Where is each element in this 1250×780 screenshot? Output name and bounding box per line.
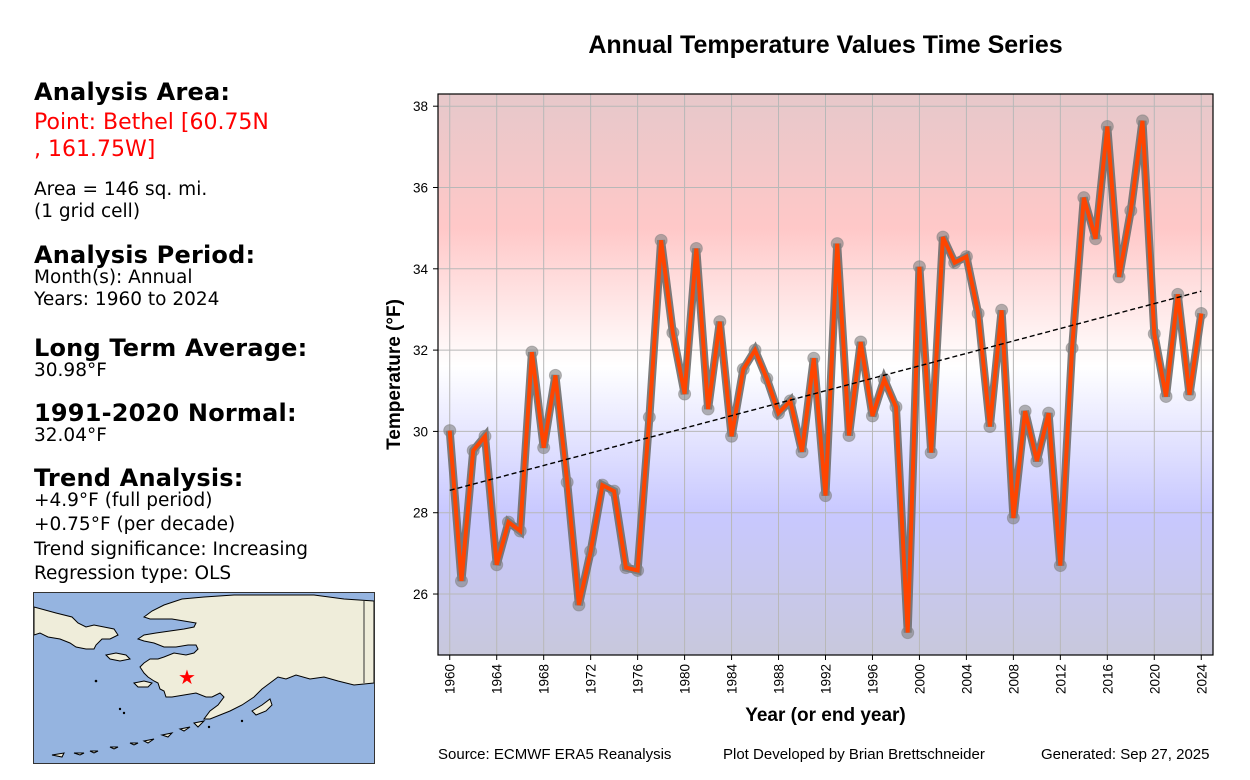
- x-tick-label: 1972: [584, 664, 599, 694]
- regression-type: Regression type: OLS: [34, 563, 232, 584]
- point-location-line1: Point: Bethel [60.75N: [34, 110, 269, 135]
- small-island: [240, 719, 244, 723]
- alaska-mainland: [136, 594, 374, 720]
- point-location-line2: , 161.75W]: [34, 137, 156, 162]
- x-tick-label: 1988: [772, 664, 787, 694]
- siberia-landmass: [34, 606, 119, 650]
- y-tick-label: 34: [413, 262, 429, 277]
- grid-cell-count: (1 grid cell): [34, 201, 141, 222]
- y-tick-label: 32: [413, 343, 428, 358]
- analysis-period-header: Analysis Period:: [34, 241, 256, 269]
- x-tick-label: 1960: [443, 664, 458, 694]
- x-tick-label: 2004: [959, 664, 974, 695]
- normal-value: 32.04°F: [34, 425, 107, 446]
- trend-per-decade: +0.75°F (per decade): [34, 514, 236, 535]
- x-tick-label: 1992: [819, 664, 834, 694]
- y-tick-label: 30: [413, 424, 428, 439]
- small-island: [122, 711, 126, 715]
- x-tick-label: 2000: [912, 664, 927, 694]
- chart-title: Annual Temperature Values Time Series: [588, 31, 1063, 59]
- trend-line: [449, 290, 1202, 492]
- x-tick-label: 1968: [537, 664, 552, 694]
- months-value: Month(s): Annual: [34, 267, 193, 288]
- x-tick-label: 2016: [1100, 664, 1115, 694]
- st-lawrence-island: [104, 652, 132, 662]
- long-term-average-header: Long Term Average:: [34, 334, 308, 362]
- x-tick-label: 2008: [1006, 664, 1021, 694]
- y-tick-label: 26: [413, 587, 428, 602]
- kodiak-island: [251, 698, 273, 716]
- x-axis-label: Year (or end year): [745, 705, 906, 726]
- x-tick-label: 2012: [1053, 664, 1068, 694]
- location-map: ★: [33, 592, 375, 764]
- x-tick-label: 1984: [725, 664, 740, 695]
- x-tick-label: 1964: [490, 664, 505, 695]
- long-term-average-value: 30.98°F: [34, 360, 107, 381]
- trend-full-period: +4.9°F (full period): [34, 490, 213, 511]
- annual-temperature-line: [447, 120, 1204, 633]
- generated-date: Generated: Sep 27, 2025: [1041, 746, 1210, 763]
- y-tick-label: 36: [413, 181, 428, 196]
- trend-significance: Trend significance: Increasing: [34, 539, 308, 560]
- analysis-area-header: Analysis Area:: [34, 78, 231, 106]
- y-axis-label: Temperature (°F): [384, 299, 405, 450]
- aleutian-islands: [51, 720, 206, 758]
- x-tick-label: 2024: [1194, 664, 1209, 695]
- nunivak-island: [132, 680, 153, 688]
- y-tick-label: 38: [413, 99, 428, 114]
- x-tick-label: 2020: [1147, 664, 1162, 694]
- years-value: Years: 1960 to 2024: [34, 289, 220, 310]
- series-layer: [443, 114, 1208, 640]
- y-axis-ticks: 26 28 30 32 34 36 38: [413, 99, 438, 602]
- developer-credit: Plot Developed by Brian Brettschneider: [723, 746, 985, 763]
- area-size: Area = 146 sq. mi.: [34, 179, 208, 200]
- small-island: [207, 725, 211, 729]
- x-tick-label: 1996: [865, 664, 880, 694]
- normal-header: 1991-2020 Normal:: [34, 399, 297, 427]
- location-star-icon: ★: [178, 667, 196, 689]
- small-island: [118, 707, 122, 711]
- x-tick-label: 1980: [678, 664, 693, 694]
- x-axis-ticks: 1960 1964 1968 1972 1976 1980 1984 1988 1992 1996…: [443, 655, 1209, 695]
- alaska-map-svg: ★: [34, 594, 374, 758]
- x-tick-label: 1976: [631, 664, 646, 694]
- trend-analysis-header: Trend Analysis:: [34, 464, 244, 492]
- y-tick-label: 28: [413, 506, 428, 521]
- source-credit: Source: ECMWF ERA5 Reanalysis: [438, 746, 672, 763]
- small-island: [94, 679, 98, 683]
